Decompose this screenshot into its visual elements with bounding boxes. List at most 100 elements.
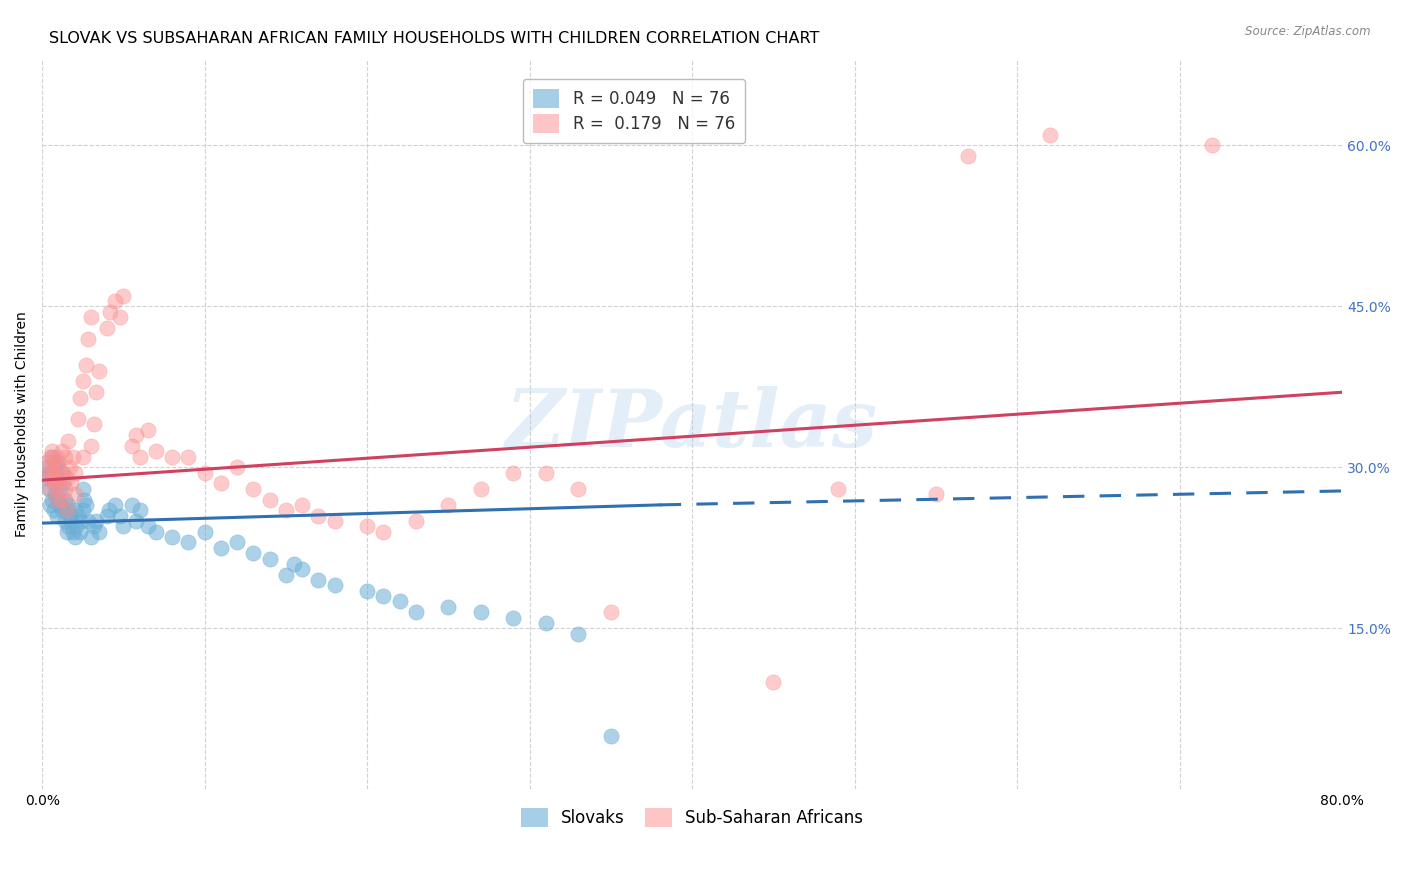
Legend: Slovaks, Sub-Saharan Africans: Slovaks, Sub-Saharan Africans bbox=[513, 800, 872, 836]
Point bbox=[55, 471, 77, 485]
Point bbox=[259, 551, 281, 566]
Point bbox=[48, 460, 70, 475]
Point bbox=[39, 498, 62, 512]
Point bbox=[44, 487, 66, 501]
Point bbox=[39, 450, 62, 464]
Point bbox=[242, 546, 264, 560]
Point bbox=[72, 375, 94, 389]
Point bbox=[53, 482, 76, 496]
Point bbox=[60, 514, 83, 528]
Point bbox=[45, 450, 67, 464]
Point bbox=[55, 503, 77, 517]
Point bbox=[388, 594, 411, 608]
Point bbox=[209, 541, 232, 555]
Point bbox=[80, 439, 103, 453]
Point bbox=[470, 482, 492, 496]
Point bbox=[104, 498, 127, 512]
Point bbox=[49, 471, 72, 485]
Point bbox=[373, 589, 395, 603]
Point bbox=[53, 450, 76, 464]
Point bbox=[97, 503, 120, 517]
Point bbox=[51, 466, 73, 480]
Point bbox=[160, 450, 183, 464]
Point bbox=[44, 460, 66, 475]
Point bbox=[226, 460, 249, 475]
Point bbox=[283, 557, 305, 571]
Point bbox=[502, 610, 524, 624]
Point bbox=[41, 450, 63, 464]
Point bbox=[58, 434, 80, 448]
Point bbox=[63, 530, 86, 544]
Point bbox=[177, 450, 200, 464]
Point bbox=[108, 508, 131, 523]
Point bbox=[48, 492, 70, 507]
Point bbox=[96, 321, 118, 335]
Point bbox=[51, 503, 73, 517]
Point bbox=[405, 605, 427, 619]
Point bbox=[323, 578, 346, 592]
Point bbox=[160, 530, 183, 544]
Point bbox=[59, 460, 82, 475]
Point bbox=[87, 524, 110, 539]
Y-axis label: Family Households with Children: Family Households with Children bbox=[15, 311, 30, 537]
Point bbox=[38, 482, 60, 496]
Point bbox=[84, 385, 107, 400]
Point bbox=[121, 498, 143, 512]
Point bbox=[136, 423, 159, 437]
Point bbox=[60, 476, 83, 491]
Point bbox=[112, 288, 135, 302]
Point bbox=[136, 519, 159, 533]
Point bbox=[925, 487, 948, 501]
Point bbox=[259, 492, 281, 507]
Point bbox=[55, 503, 77, 517]
Text: Source: ZipAtlas.com: Source: ZipAtlas.com bbox=[1246, 25, 1371, 38]
Point bbox=[55, 524, 77, 539]
Point bbox=[194, 466, 217, 480]
Point bbox=[145, 524, 167, 539]
Point bbox=[209, 476, 232, 491]
Point bbox=[34, 471, 56, 485]
Point bbox=[72, 482, 94, 496]
Point bbox=[63, 466, 86, 480]
Point bbox=[70, 514, 93, 528]
Point bbox=[567, 482, 589, 496]
Point bbox=[49, 482, 72, 496]
Point bbox=[323, 514, 346, 528]
Point bbox=[502, 466, 524, 480]
Point bbox=[437, 498, 460, 512]
Point bbox=[567, 626, 589, 640]
Point bbox=[51, 492, 73, 507]
Point bbox=[600, 729, 623, 743]
Point bbox=[373, 524, 395, 539]
Point bbox=[75, 498, 97, 512]
Point bbox=[83, 519, 105, 533]
Text: SLOVAK VS SUBSAHARAN AFRICAN FAMILY HOUSEHOLDS WITH CHILDREN CORRELATION CHART: SLOVAK VS SUBSAHARAN AFRICAN FAMILY HOUS… bbox=[49, 31, 820, 46]
Point bbox=[35, 455, 58, 469]
Point bbox=[75, 359, 97, 373]
Point bbox=[437, 599, 460, 614]
Point bbox=[41, 460, 63, 475]
Point bbox=[39, 466, 62, 480]
Point bbox=[53, 514, 76, 528]
Point bbox=[66, 412, 89, 426]
Point bbox=[69, 524, 91, 539]
Point bbox=[96, 508, 118, 523]
Point bbox=[59, 508, 82, 523]
Point bbox=[128, 450, 150, 464]
Point bbox=[308, 573, 330, 587]
Point bbox=[39, 482, 62, 496]
Point bbox=[1201, 138, 1223, 153]
Point bbox=[34, 471, 56, 485]
Point bbox=[405, 514, 427, 528]
Point bbox=[45, 492, 67, 507]
Point bbox=[83, 417, 105, 432]
Point bbox=[58, 519, 80, 533]
Point bbox=[291, 498, 314, 512]
Point bbox=[63, 503, 86, 517]
Point bbox=[108, 310, 131, 325]
Point bbox=[42, 476, 65, 491]
Point bbox=[42, 471, 65, 485]
Point bbox=[308, 508, 330, 523]
Point bbox=[42, 503, 65, 517]
Point bbox=[145, 444, 167, 458]
